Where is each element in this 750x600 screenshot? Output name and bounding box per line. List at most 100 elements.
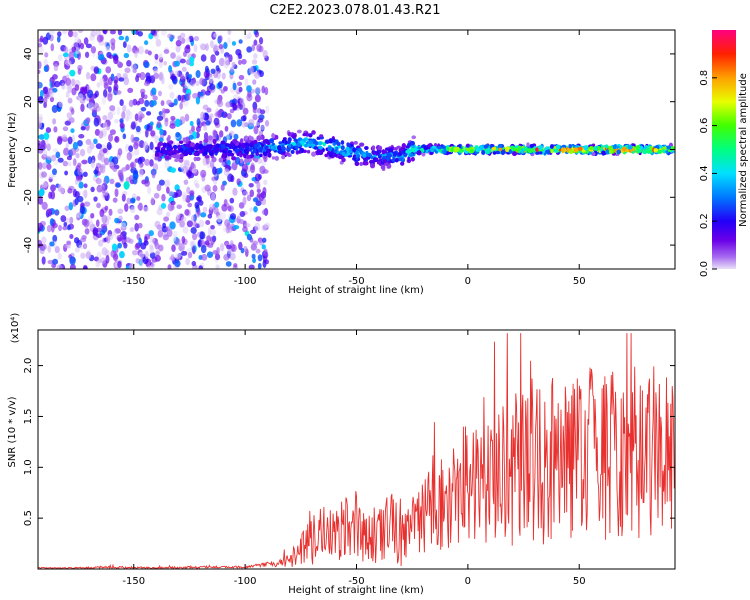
noise-speckle: [99, 209, 105, 218]
noise-speckle: [132, 68, 137, 74]
noise-speckle: [52, 148, 59, 153]
noise-speckle: [188, 74, 193, 79]
signal-speckle: [341, 151, 346, 156]
noise-speckle: [187, 202, 193, 208]
noise-speckle: [53, 159, 59, 166]
noise-speckle: [218, 57, 225, 67]
noise-speckle: [87, 89, 94, 99]
noise-speckle: [214, 253, 221, 261]
noise-speckle: [65, 60, 72, 67]
noise-speckle: [95, 178, 102, 185]
noise-speckle: [41, 256, 46, 265]
noise-speckle: [165, 226, 171, 232]
signal-speckle: [583, 145, 589, 151]
signal-speckle: [179, 147, 184, 153]
signal-speckle: [179, 153, 184, 159]
snr-x-tick-label: 0: [465, 576, 471, 587]
signal-speckle: [317, 141, 323, 146]
noise-speckle: [174, 118, 181, 128]
noise-speckle: [56, 35, 61, 43]
signal-speckle: [256, 135, 262, 141]
noise-speckle: [142, 141, 149, 150]
noise-speckle: [264, 119, 270, 127]
signal-speckle: [271, 133, 276, 139]
noise-speckle: [138, 156, 145, 163]
noise-speckle: [128, 99, 134, 108]
noise-speckle: [85, 43, 92, 49]
noise-speckle: [74, 47, 81, 55]
noise-speckle: [101, 247, 108, 256]
signal-speckle: [407, 155, 411, 162]
noise-speckle: [251, 253, 256, 259]
noise-speckle: [64, 46, 69, 54]
noise-speckle: [112, 230, 117, 237]
snr-x-axis-label: Height of straight line (km): [288, 585, 424, 596]
noise-speckle: [38, 81, 42, 89]
noise-speckle: [95, 261, 100, 268]
noise-speckle: [200, 244, 207, 254]
signal-speckle: [253, 148, 257, 154]
signal-speckle: [186, 149, 192, 153]
noise-speckle: [117, 242, 123, 249]
noise-speckle: [70, 107, 75, 115]
noise-speckle: [122, 41, 127, 49]
signal-speckle: [304, 143, 308, 148]
noise-speckle: [113, 56, 119, 65]
noise-speckle: [232, 102, 237, 111]
noise-speckle: [71, 46, 77, 53]
noise-speckle: [78, 181, 84, 189]
noise-speckle: [180, 216, 187, 222]
noise-speckle: [236, 81, 243, 87]
noise-speckle: [115, 182, 121, 188]
noise-speckle: [53, 80, 61, 88]
noise-speckle: [258, 192, 265, 202]
signal-speckle: [529, 143, 535, 148]
noise-speckle: [38, 161, 43, 170]
noise-speckle: [221, 72, 226, 80]
noise-speckle: [48, 191, 53, 200]
signal-speckle: [247, 139, 252, 144]
noise-speckle: [133, 169, 139, 175]
noise-speckle: [39, 245, 45, 255]
noise-speckle: [213, 117, 220, 126]
noise-speckle: [214, 201, 220, 208]
noise-speckle: [150, 130, 156, 137]
spectrogram-y-tick-label: -40: [23, 237, 34, 253]
noise-speckle: [62, 30, 67, 35]
spectrogram-x-ticks: -150 -100 -50 0 50: [122, 30, 586, 287]
noise-speckle: [249, 189, 255, 198]
noise-speckle: [229, 213, 237, 220]
noise-speckle: [95, 143, 103, 150]
noise-speckle: [67, 30, 74, 38]
spectrogram-y-tick-label: -20: [23, 189, 34, 205]
noise-speckle: [193, 35, 200, 42]
noise-speckle: [238, 74, 245, 80]
spectrogram-x-tick-label: -50: [348, 276, 364, 287]
noise-speckle: [80, 126, 86, 131]
noise-speckle: [112, 197, 118, 203]
noise-speckle: [219, 243, 225, 252]
noise-speckle: [195, 69, 201, 78]
noise-speckle: [210, 68, 216, 75]
noise-speckle: [254, 222, 261, 232]
noise-speckle: [199, 42, 206, 51]
signal-speckle: [647, 150, 653, 154]
noise-speckle: [180, 32, 186, 39]
noise-speckle: [85, 138, 92, 146]
noise-speckle: [133, 142, 139, 150]
colorbar-label: Normalized spectral amplitude: [738, 73, 749, 227]
noise-speckle: [170, 204, 175, 211]
noise-speckle: [178, 242, 185, 252]
signal-speckle: [498, 147, 502, 152]
noise-speckle: [158, 137, 164, 143]
noise-speckle: [78, 244, 85, 250]
noise-speckle: [46, 208, 52, 214]
noise-speckle: [230, 119, 237, 128]
signal-speckle: [225, 143, 230, 147]
signal-speckle: [465, 143, 470, 148]
noise-speckle: [83, 265, 88, 269]
noise-speckle: [90, 30, 97, 37]
noise-speckle: [196, 196, 201, 201]
noise-speckle: [156, 183, 162, 192]
signal-speckle: [276, 145, 282, 151]
